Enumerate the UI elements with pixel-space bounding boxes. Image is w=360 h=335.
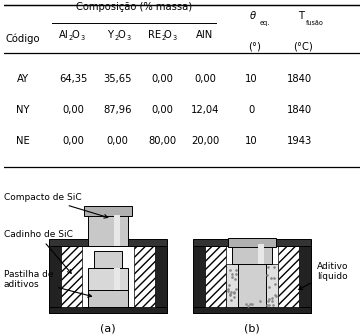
Text: Y: Y [107, 29, 113, 40]
Text: 35,65: 35,65 [103, 74, 132, 84]
Text: AY: AY [17, 74, 29, 84]
Polygon shape [114, 268, 120, 290]
Polygon shape [49, 239, 94, 246]
Text: Código: Código [6, 34, 40, 44]
Text: (°): (°) [248, 41, 261, 51]
Polygon shape [228, 238, 276, 247]
Polygon shape [61, 246, 82, 308]
Polygon shape [155, 246, 167, 313]
Polygon shape [134, 246, 155, 308]
Text: 64,35: 64,35 [59, 74, 87, 84]
Polygon shape [226, 264, 278, 308]
Text: Al: Al [59, 29, 69, 40]
Text: Compacto de SiC: Compacto de SiC [4, 193, 108, 218]
Text: 2: 2 [161, 35, 165, 41]
Polygon shape [232, 241, 272, 264]
Text: NY: NY [17, 105, 30, 115]
Polygon shape [122, 239, 167, 246]
Text: 1840: 1840 [287, 105, 312, 115]
Polygon shape [49, 246, 61, 313]
Text: 1943: 1943 [287, 136, 312, 146]
Text: 3: 3 [173, 35, 177, 41]
Polygon shape [193, 308, 311, 313]
Text: O: O [71, 29, 79, 40]
Text: 3: 3 [127, 35, 131, 41]
Text: 12,04: 12,04 [191, 105, 219, 115]
Text: (°C): (°C) [293, 41, 313, 51]
Polygon shape [278, 246, 299, 308]
Text: 0,00: 0,00 [62, 136, 84, 146]
Polygon shape [49, 308, 167, 313]
Text: NE: NE [16, 136, 30, 146]
Text: 2: 2 [115, 35, 119, 41]
Text: Pastilha de
aditivos: Pastilha de aditivos [4, 270, 91, 297]
Text: 0,00: 0,00 [107, 136, 129, 146]
Text: O: O [164, 29, 172, 40]
Polygon shape [88, 209, 128, 246]
Text: 0,00: 0,00 [62, 105, 84, 115]
Text: 0: 0 [248, 105, 255, 115]
Text: RE: RE [148, 29, 161, 40]
Text: O: O [118, 29, 125, 40]
Text: Composição (% massa): Composição (% massa) [76, 2, 192, 12]
Polygon shape [114, 215, 120, 246]
Text: (b): (b) [244, 323, 260, 333]
Text: AlN: AlN [196, 29, 213, 40]
Text: fusão: fusão [306, 20, 324, 26]
Text: 0,00: 0,00 [151, 105, 173, 115]
Text: 0,00: 0,00 [151, 74, 173, 84]
Text: 0,00: 0,00 [194, 74, 216, 84]
Text: 80,00: 80,00 [148, 136, 176, 146]
Polygon shape [258, 244, 264, 264]
Text: 1840: 1840 [287, 74, 312, 84]
Text: Cadinho de SiC: Cadinho de SiC [4, 230, 72, 273]
Polygon shape [299, 246, 311, 313]
Polygon shape [238, 264, 266, 308]
Text: T: T [298, 11, 303, 21]
Text: 87,96: 87,96 [103, 105, 132, 115]
Text: (a): (a) [100, 323, 116, 333]
Polygon shape [88, 268, 128, 290]
Text: θ: θ [249, 11, 256, 21]
Text: Aditivo
líquido: Aditivo líquido [299, 262, 348, 289]
Polygon shape [193, 246, 205, 313]
Text: 2: 2 [68, 35, 73, 41]
Text: 20,00: 20,00 [191, 136, 219, 146]
Polygon shape [94, 251, 122, 268]
Polygon shape [193, 239, 238, 246]
Text: 10: 10 [245, 74, 258, 84]
Polygon shape [266, 239, 311, 246]
Polygon shape [205, 246, 226, 308]
Text: 10: 10 [245, 136, 258, 146]
Polygon shape [88, 290, 128, 307]
Polygon shape [84, 206, 132, 216]
Text: 3: 3 [80, 35, 84, 41]
Text: eq.: eq. [259, 20, 270, 26]
